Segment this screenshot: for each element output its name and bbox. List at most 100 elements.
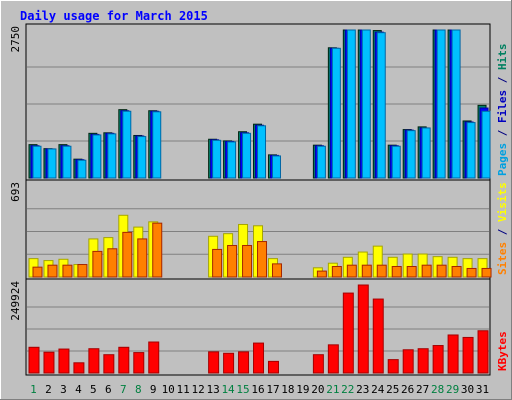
- bar-sites-day-8: [137, 238, 148, 278]
- x-label-day-25: 25: [386, 383, 399, 396]
- bar-sites-day-20: [316, 270, 327, 278]
- bar-sites-day-4: [77, 264, 88, 278]
- bar-kbytes-day-28: [432, 345, 444, 374]
- bar-kbytes-day-29: [447, 334, 459, 374]
- bar-kbytes-day-5: [88, 348, 100, 374]
- legend-entry: KBytes: [496, 331, 509, 371]
- bar-sites-day-7: [122, 231, 133, 278]
- bar-kbytes-day-17: [267, 360, 279, 374]
- bar-kbytes-day-14: [223, 352, 235, 374]
- x-label-day-19: 19: [296, 383, 309, 396]
- bar-sites-day-21: [331, 265, 342, 278]
- bar-pages-day-9: [152, 111, 162, 179]
- bar-pages-day-7: [122, 110, 132, 179]
- bar-kbytes-day-26: [402, 349, 414, 374]
- bar-sites-day-14: [227, 244, 238, 278]
- legend-entry: Files: [496, 90, 509, 123]
- x-label-day-5: 5: [90, 383, 97, 396]
- chart-title: Daily usage for March 2015: [20, 9, 208, 23]
- legend-entry: Hits: [496, 44, 509, 71]
- legend-top: Pages / Files / Hits: [496, 44, 509, 177]
- x-label-day-20: 20: [311, 383, 324, 396]
- bar-pages-day-13: [212, 139, 222, 179]
- x-label-day-8: 8: [135, 383, 142, 396]
- panel-top: 2750 Pages / Files / Hits: [9, 23, 509, 181]
- bar-kbytes-day-3: [58, 348, 70, 374]
- bar-kbytes-day-21: [327, 344, 339, 374]
- x-label-day-18: 18: [281, 383, 294, 396]
- bar-pages-day-14: [227, 141, 237, 179]
- x-label-day-13: 13: [206, 383, 219, 396]
- legend-entry: Pages: [496, 143, 509, 176]
- bar-sites-day-2: [47, 264, 58, 278]
- x-label-day-31: 31: [476, 383, 489, 396]
- bar-kbytes-day-22: [342, 292, 354, 374]
- legend-entry: /: [496, 123, 509, 143]
- bar-sites-day-29: [451, 265, 462, 278]
- bar-sites-day-13: [212, 248, 223, 278]
- bar-sites-day-30: [466, 267, 477, 278]
- x-label-day-26: 26: [401, 383, 414, 396]
- bar-pages-day-6: [107, 133, 117, 179]
- panel-bot: 249924 KBytes: [9, 278, 509, 376]
- series-sites: [32, 222, 492, 278]
- bar-sites-day-9: [152, 222, 163, 278]
- bar-kbytes-day-24: [372, 298, 384, 374]
- x-label-day-6: 6: [105, 383, 112, 396]
- bar-pages-day-3: [62, 145, 72, 179]
- bar-kbytes-day-13: [208, 351, 220, 374]
- bar-pages-day-23: [361, 29, 371, 179]
- bar-kbytes-day-2: [43, 351, 55, 374]
- x-label-day-24: 24: [371, 383, 385, 396]
- series-kbytes: [28, 284, 489, 374]
- bar-kbytes-day-6: [103, 354, 115, 374]
- bar-pages-day-15: [242, 132, 252, 179]
- x-label-day-9: 9: [150, 383, 157, 396]
- panel-mid: 693 Sites / Visits: [9, 179, 509, 280]
- bar-sites-day-27: [421, 264, 432, 278]
- x-label-day-10: 10: [162, 383, 175, 396]
- x-label-day-30: 30: [461, 383, 474, 396]
- x-label-day-17: 17: [266, 383, 279, 396]
- x-label-day-16: 16: [251, 383, 264, 396]
- bar-sites-day-3: [62, 264, 73, 278]
- y-max-label: 249924: [9, 281, 22, 321]
- bar-sites-day-25: [391, 265, 402, 278]
- legend-mid: Sites / Visits: [496, 182, 509, 275]
- bar-pages-day-29: [451, 29, 461, 179]
- bar-kbytes-day-8: [133, 352, 145, 374]
- bar-sites-day-1: [32, 266, 43, 278]
- x-label-day-23: 23: [356, 383, 369, 396]
- bar-pages-day-20: [316, 145, 326, 179]
- bar-sites-day-26: [406, 265, 417, 278]
- bar-pages-day-17: [271, 155, 281, 179]
- x-label-day-28: 28: [431, 383, 444, 396]
- bar-sites-day-6: [107, 248, 118, 278]
- bar-sites-day-23: [361, 264, 372, 278]
- bar-kbytes-day-16: [253, 342, 265, 374]
- series-pages: [32, 29, 491, 179]
- bar-kbytes-day-27: [417, 348, 429, 374]
- bar-pages-day-5: [92, 134, 102, 179]
- x-label-day-4: 4: [75, 383, 82, 396]
- x-label-day-14: 14: [221, 383, 235, 396]
- bar-pages-day-25: [391, 145, 401, 179]
- bar-pages-day-28: [436, 29, 446, 179]
- x-label-day-3: 3: [60, 383, 67, 396]
- bar-pages-day-24: [376, 32, 386, 179]
- x-label-day-21: 21: [326, 383, 339, 396]
- bar-kbytes-day-1: [28, 346, 40, 374]
- bar-kbytes-day-31: [477, 330, 489, 374]
- bar-pages-day-27: [421, 127, 431, 179]
- bar-sites-day-17: [271, 263, 282, 278]
- bar-sites-day-31: [481, 267, 492, 278]
- x-label-day-2: 2: [45, 383, 52, 396]
- bar-pages-day-30: [466, 122, 476, 179]
- bar-pages-day-22: [346, 29, 356, 179]
- bar-kbytes-day-7: [118, 346, 130, 374]
- bar-sites-day-22: [346, 264, 357, 278]
- bar-sites-day-24: [376, 264, 387, 278]
- bar-sites-day-15: [242, 244, 253, 278]
- chart-panels: 2750 Pages / Files / Hits 693 Sites / Visit…: [9, 23, 509, 376]
